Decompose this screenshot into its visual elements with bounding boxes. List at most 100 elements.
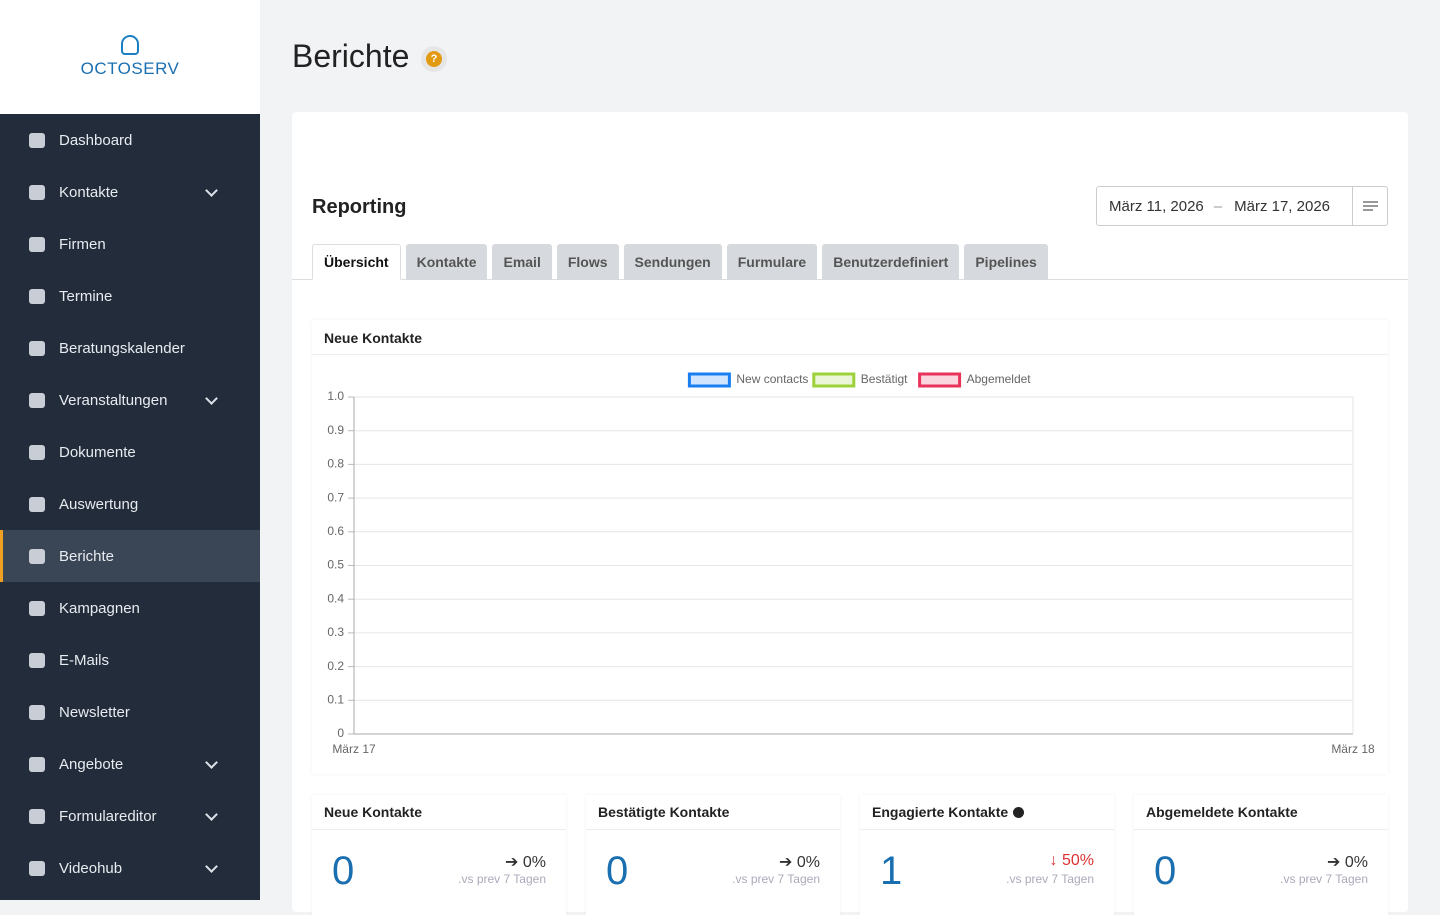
y-tick-label: 0.2 — [327, 659, 344, 673]
nav-icon — [29, 756, 45, 772]
stat-change: ➔ 0% — [779, 852, 820, 872]
stat-compare: .vs prev 7 Tagen — [458, 872, 546, 886]
nav-label: Dokumente — [59, 443, 136, 461]
date-menu-button[interactable] — [1352, 187, 1387, 225]
chart-title: Neue Kontakte — [312, 320, 1388, 355]
y-tick-label: 0.3 — [327, 625, 344, 639]
logo-text: OCTOSERV — [80, 59, 180, 78]
x-tick-label: März 18 — [1331, 742, 1375, 756]
nav-item[interactable]: Veranstaltungen — [0, 374, 260, 426]
y-tick-label: 0.4 — [327, 591, 344, 605]
nav-item[interactable]: Dashboard — [0, 114, 260, 166]
nav-item[interactable]: Newsletter — [0, 686, 260, 738]
logo[interactable]: OCTOSERV — [0, 0, 260, 114]
stat-value: 0 — [1154, 849, 1177, 893]
stat-value: 1 — [880, 849, 903, 893]
y-tick-label: 0.6 — [327, 524, 344, 538]
change-arrow: ↓ — [1049, 852, 1062, 869]
tab[interactable]: Kontakte — [405, 244, 488, 280]
nav-icon — [29, 548, 45, 564]
y-tick-label: 1.0 — [327, 389, 344, 403]
card-title: Reporting — [312, 196, 407, 218]
nav-icon — [29, 704, 45, 720]
legend-label: Abgemeldet — [967, 372, 1032, 386]
tab[interactable]: Benutzerdefiniert — [822, 244, 960, 280]
nav-item[interactable]: Videohub — [0, 842, 260, 894]
nav-item[interactable]: Berichte — [0, 530, 260, 582]
stat-card: Bestätigte Kontakte 0 ➔ 0% .vs prev 7 Tagen — [586, 795, 840, 915]
tab[interactable]: Furmulare — [726, 244, 818, 280]
sidebar: OCTOSERV Dashboard Kontakte Firmen Termine B… — [0, 0, 260, 900]
legend-swatch — [812, 372, 856, 388]
nav-chevron — [205, 860, 218, 873]
nav-item[interactable]: Kampagnen — [0, 582, 260, 634]
tab[interactable]: Pipelines — [964, 244, 1048, 280]
nav-icon — [29, 288, 45, 304]
nav-icon — [29, 860, 45, 876]
stat-card: Neue Kontakte 0 ➔ 0% .vs prev 7 Tagen — [312, 795, 566, 915]
legend-swatch — [687, 372, 731, 388]
nav-item[interactable]: Auswertung — [0, 478, 260, 530]
date-start: März 11, 2026 — [1109, 197, 1204, 215]
nav-chevron — [205, 184, 218, 197]
tab[interactable]: Sendungen — [623, 244, 722, 280]
stat-title: Neue Kontakte — [324, 804, 423, 820]
nav-icon — [29, 444, 45, 460]
date-range[interactable]: März 11, 2026 – März 17, 2026 — [1096, 186, 1388, 226]
nav-icon — [29, 184, 45, 200]
nav-label: Termine — [59, 287, 113, 305]
stat-compare: .vs prev 7 Tagen — [1280, 872, 1368, 886]
stat-change: ➔ 0% — [1327, 852, 1368, 872]
x-tick-label: März 17 — [332, 742, 376, 756]
tab[interactable]: Übersicht — [312, 244, 401, 280]
nav-label: Angebote — [59, 755, 124, 773]
nav-label: Berichte — [59, 547, 115, 565]
nav-item[interactable]: Kontakte — [0, 166, 260, 218]
y-tick-label: 0.7 — [327, 490, 344, 504]
stat-change: ➔ 0% — [505, 852, 546, 872]
nav-label: Newsletter — [59, 703, 130, 721]
logo-mark — [121, 35, 139, 55]
nav-icon — [29, 340, 45, 356]
nav-item[interactable]: Angebote — [0, 738, 260, 790]
nav-chevron — [205, 808, 218, 821]
date-separator: – — [1213, 197, 1223, 215]
legend-swatch — [918, 372, 962, 388]
nav-icon — [29, 392, 45, 408]
page-title: Berichte — [292, 38, 410, 74]
legend-label: New contacts — [736, 372, 808, 386]
help-button[interactable]: ? — [421, 46, 447, 72]
nav-label: Beratungskalender — [59, 339, 185, 357]
tab[interactable]: Flows — [556, 244, 619, 280]
nav-item[interactable]: Formulareditor — [0, 790, 260, 842]
nav-item[interactable]: Firmen — [0, 218, 260, 270]
nav-label: Firmen — [59, 235, 106, 253]
y-tick-label: 0.9 — [327, 423, 344, 437]
stat-title: Bestätigte Kontakte — [598, 804, 730, 820]
stat-card: Abgemeldete Kontakte 0 ➔ 0% .vs prev 7 Tage… — [1134, 795, 1388, 915]
nav-item[interactable]: Termine — [0, 270, 260, 322]
change-arrow: ➔ — [1327, 854, 1345, 871]
change-arrow: ➔ — [505, 854, 523, 871]
change-value: 50% — [1061, 852, 1094, 869]
stat-card: Engagierte Kontakte 1 ↓ 50% .vs prev 7 Tage… — [860, 795, 1114, 915]
nav-item[interactable]: Dokumente — [0, 426, 260, 478]
change-value: 0% — [1344, 854, 1368, 871]
nav-label: Kontakte — [59, 183, 119, 201]
change-arrow: ➔ — [779, 854, 797, 871]
stat-header: Engagierte Kontakte — [860, 795, 1114, 830]
legend-label: Bestätigt — [861, 372, 908, 386]
info-icon — [1013, 806, 1025, 818]
help-icon: ? — [426, 51, 442, 67]
stat-compare: .vs prev 7 Tagen — [1006, 872, 1094, 886]
nav-item[interactable]: E-Mails — [0, 634, 260, 686]
nav-item[interactable]: Beratungskalender — [0, 322, 260, 374]
y-tick-label: 0 — [337, 726, 344, 740]
nav-label: Kampagnen — [59, 599, 140, 617]
nav-label: Veranstaltungen — [59, 391, 168, 409]
chart-panel: Neue Kontakte 0 0.1 0.2 0.3 0.4 0.5 0.6 0.7 0.8 0… — [312, 320, 1388, 774]
stat-header: Neue Kontakte — [312, 795, 566, 830]
stat-value: 0 — [606, 849, 629, 893]
tab[interactable]: Email — [492, 244, 552, 280]
